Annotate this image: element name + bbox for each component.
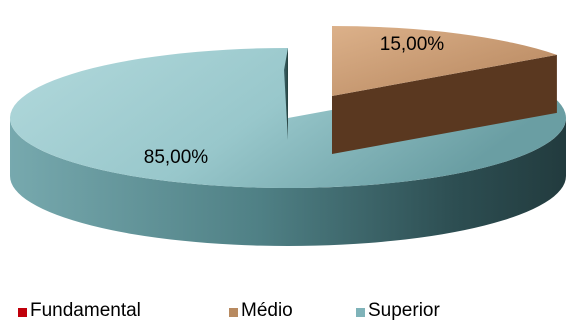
pie-top-superior [10, 48, 566, 188]
legend-item-superior: Superior [356, 300, 440, 322]
pie-inner-face-superior [284, 48, 288, 140]
legend-swatch-fundamental [18, 307, 27, 317]
pie-slice-medio [332, 26, 557, 154]
pie-top-medio [332, 26, 557, 96]
pie-side-superior [10, 118, 566, 246]
legend-item-medio: Médio [229, 300, 293, 322]
pie-slice-superior [10, 48, 566, 246]
legend-swatch-medio [229, 307, 238, 317]
pie-cut-face-medio [332, 54, 557, 154]
legend-label-medio: Médio [241, 300, 293, 321]
pie-chart: 15,00% 85,00% [10, 26, 566, 246]
legend-swatch-superior [356, 307, 365, 317]
data-label-medio: 15,00% [380, 34, 445, 55]
legend: Fundamental Médio Superior [0, 300, 566, 324]
data-label-superior: 85,00% [144, 147, 209, 168]
legend-item-fundamental: Fundamental [18, 300, 141, 322]
legend-label-fundamental: Fundamental [30, 300, 141, 321]
legend-label-superior: Superior [368, 300, 440, 321]
